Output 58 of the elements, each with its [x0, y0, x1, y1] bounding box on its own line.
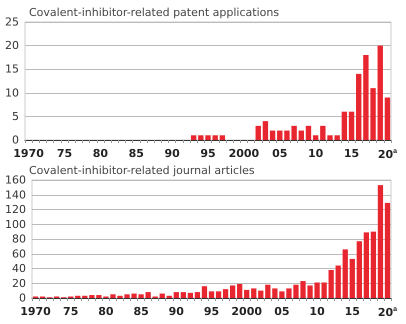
y-tick-label: 20 — [12, 276, 26, 290]
x-tick-label: 80 — [92, 147, 108, 160]
y-tick-label: 140 — [4, 188, 26, 202]
y-tick-label: 5 — [12, 110, 19, 123]
bar — [286, 288, 292, 298]
y-tick-label: 15 — [4, 62, 19, 76]
bar — [222, 289, 228, 298]
x-tick-label: 75 — [63, 305, 78, 318]
y-tick-label: 160 — [4, 174, 26, 186]
bar — [300, 281, 306, 298]
bar — [124, 294, 130, 298]
y-tick-label: 0 — [18, 292, 26, 304]
y-tick-label: 0 — [12, 134, 19, 146]
bar — [208, 291, 214, 298]
x-tick-label: 1970 — [20, 305, 52, 318]
y-tick-label: 80 — [12, 232, 26, 246]
bar — [384, 202, 390, 298]
x-tick-label: 05 — [272, 147, 288, 160]
x-tick-label: 1970 — [13, 147, 44, 160]
bar — [194, 292, 200, 298]
y-tick-label: 10 — [4, 86, 19, 100]
bar — [293, 284, 299, 298]
bar — [378, 185, 384, 298]
chart-title: Covalent-inhibitor-related patent applications — [29, 6, 280, 19]
x-tick-label: 2000 — [231, 305, 262, 318]
y-tick-label: 20 — [4, 39, 19, 52]
x-tick-label: 90 — [168, 305, 184, 318]
bar — [216, 291, 222, 298]
bar — [314, 282, 320, 298]
x-tick-label: 2000 — [228, 147, 260, 160]
x-tick-label: 15 — [344, 305, 360, 318]
bar — [138, 294, 144, 298]
x-tick-label: 10 — [309, 305, 326, 318]
x-tick-label: 90 — [164, 147, 180, 160]
x-tick-label: 95 — [204, 305, 220, 318]
bar — [279, 291, 285, 298]
bar — [307, 285, 313, 298]
bar — [306, 126, 312, 140]
y-tick-label: 60 — [12, 247, 26, 260]
bar — [348, 112, 354, 140]
x-tick-label: 15 — [344, 147, 360, 160]
x-tick-label: 05 — [274, 305, 290, 318]
y-tick-label: 120 — [4, 203, 26, 216]
x-tick-label: 85 — [128, 147, 144, 160]
bar — [110, 294, 116, 298]
bar — [131, 294, 137, 298]
bar — [202, 286, 208, 298]
x-tick-label: 85 — [133, 305, 149, 318]
x-tick-label: 75 — [56, 147, 72, 160]
y-tick-label: 25 — [4, 16, 19, 28]
x-tick-label: 95 — [200, 147, 216, 160]
bar — [370, 232, 376, 298]
y-tick-label: 100 — [4, 218, 26, 231]
x-tick-label: 80 — [98, 305, 114, 318]
bar — [284, 130, 290, 140]
y-tick-label: 40 — [12, 262, 26, 275]
chart-title: Covalent-inhibitor-related journal articles — [29, 164, 255, 177]
x-tick-label: 10 — [308, 147, 324, 160]
